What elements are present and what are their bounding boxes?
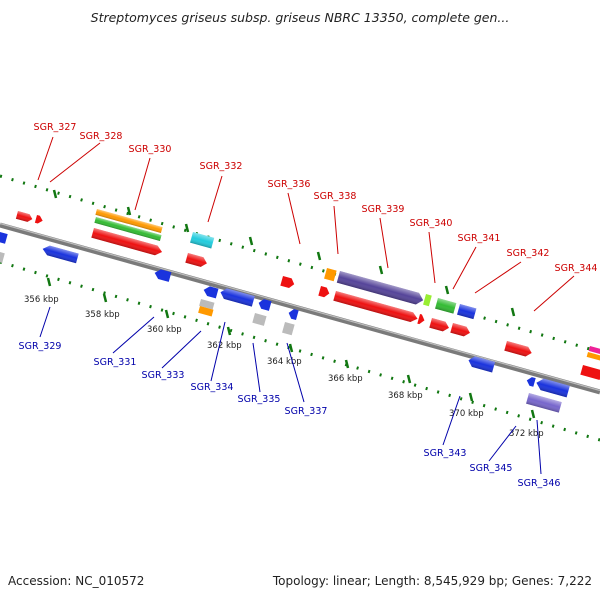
top-callouts — [37, 136, 575, 312]
label-sgr-328[interactable]: SGR_328 — [80, 131, 123, 142]
label-sgr-340[interactable]: SGR_340 — [410, 218, 453, 229]
gene-sgr-336[interactable] — [280, 276, 295, 289]
gene-sgr-335[interactable] — [257, 298, 272, 311]
gene-sgr-344[interactable] — [504, 341, 533, 358]
gene-sgr-337[interactable] — [287, 308, 299, 321]
gene-sgr-343[interactable] — [467, 355, 496, 373]
gene-sgr-341[interactable] — [429, 318, 450, 333]
label-sgr-343[interactable]: SGR_343 — [424, 448, 467, 459]
gene-orange-edge[interactable] — [586, 352, 600, 361]
gene-lime[interactable] — [423, 294, 432, 307]
map-title: Streptomyces griseus subsp. griseus NBRC… — [90, 10, 510, 25]
label-sgr-339[interactable]: SGR_339 — [362, 204, 405, 215]
gene-sgr-329[interactable] — [41, 244, 79, 264]
gene-navy[interactable] — [336, 271, 425, 306]
label-sgr-330[interactable]: SGR_330 — [129, 144, 172, 155]
gene-sgr-338[interactable] — [318, 286, 330, 298]
gene-sgr-342[interactable] — [450, 323, 471, 338]
label-sgr-331[interactable]: SGR_331 — [94, 357, 137, 368]
label-sgr-334[interactable]: SGR_334 — [191, 382, 234, 393]
gene-green-bar[interactable] — [94, 217, 162, 241]
gene-gray-2[interactable] — [252, 313, 267, 326]
gene-sgr-330[interactable] — [91, 228, 163, 257]
label-sgr-341[interactable]: SGR_341 — [458, 233, 501, 244]
scale-tick-358: 358 kbp — [85, 310, 120, 320]
label-sgr-335[interactable]: SGR_335 — [238, 394, 281, 405]
gene-sgr-334[interactable] — [219, 287, 255, 307]
scale-tick-362: 362 kbp — [207, 341, 242, 351]
label-sgr-327[interactable]: SGR_327 — [34, 122, 77, 133]
upper-boundary-line — [0, 174, 600, 354]
gene-cyan[interactable] — [190, 232, 215, 249]
gene-sgr-340[interactable] — [417, 314, 425, 325]
gene-lavender[interactable] — [526, 393, 562, 413]
scale-tick-370: 370 kbp — [449, 409, 484, 419]
scale-tick-368: 368 kbp — [388, 391, 423, 401]
scale-tick-372: 372 kbp — [509, 429, 544, 439]
gene-sgr-328[interactable] — [34, 215, 44, 225]
gene-edge-red[interactable] — [580, 365, 600, 380]
gene-sgr-327[interactable] — [15, 211, 34, 223]
label-sgr-336[interactable]: SGR_336 — [268, 179, 311, 190]
gene-sgr-333[interactable] — [202, 285, 219, 299]
label-sgr-333[interactable]: SGR_333 — [142, 370, 185, 381]
gene-orange-bar[interactable] — [95, 209, 163, 233]
gene-sgr-331[interactable] — [153, 268, 172, 282]
topology-text: Topology: linear; Length: 8,545,929 bp; … — [272, 574, 592, 588]
bottom-callouts — [39, 306, 542, 475]
label-sgr-338[interactable]: SGR_338 — [314, 191, 357, 202]
dotted-boundaries — [0, 174, 600, 442]
gene-gray-edge[interactable] — [0, 252, 5, 263]
gene-sgr-339[interactable] — [333, 291, 419, 324]
gene-gray-1[interactable] — [199, 299, 215, 310]
gene-orange-small[interactable] — [324, 268, 337, 282]
major-ticks — [46, 189, 536, 419]
label-sgr-337[interactable]: SGR_337 — [285, 406, 328, 417]
bottom-gene-labels: SGR_329 SGR_331 SGR_333 SGR_334 SGR_335 … — [19, 341, 561, 489]
label-sgr-332[interactable]: SGR_332 — [200, 161, 243, 172]
label-sgr-329[interactable]: SGR_329 — [19, 341, 62, 352]
gene-orange-low[interactable] — [198, 306, 214, 317]
scale-labels: 356 kbp 358 kbp 360 kbp 362 kbp 364 kbp … — [24, 295, 544, 439]
gene-sgr-346[interactable] — [535, 377, 570, 398]
gene-sgr-332[interactable] — [185, 253, 208, 268]
accession-text: Accession: NC_010572 — [8, 574, 145, 588]
genes[interactable] — [0, 209, 600, 413]
label-sgr-342[interactable]: SGR_342 — [507, 248, 550, 259]
lower-boundary-line — [0, 260, 600, 442]
genome-backbone — [0, 222, 600, 395]
scale-tick-366: 366 kbp — [328, 374, 363, 384]
label-sgr-344[interactable]: SGR_344 — [555, 263, 598, 274]
scale-tick-360: 360 kbp — [147, 325, 182, 335]
label-sgr-345[interactable]: SGR_345 — [470, 463, 513, 474]
gene-blue-edge[interactable] — [0, 232, 8, 244]
gene-blue-top[interactable] — [457, 304, 477, 320]
scale-tick-364: 364 kbp — [267, 357, 302, 367]
label-sgr-346[interactable]: SGR_346 — [518, 478, 561, 489]
genome-backbone-highlight — [0, 222, 600, 392]
gene-sgr-345[interactable] — [526, 376, 536, 387]
scale-tick-356: 356 kbp — [24, 295, 59, 305]
gene-green[interactable] — [435, 298, 457, 314]
top-gene-labels: SGR_327 SGR_328 SGR_330 SGR_332 SGR_336 … — [34, 122, 598, 274]
gene-gray-3[interactable] — [282, 322, 295, 336]
